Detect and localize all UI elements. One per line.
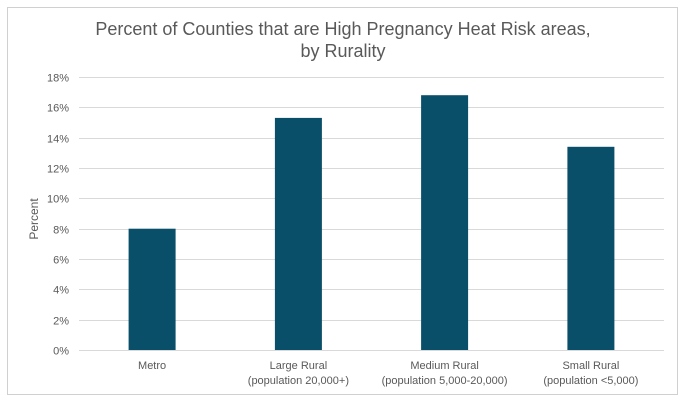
y-tick-label: 8% <box>53 225 69 237</box>
bar <box>421 95 469 350</box>
y-tick-label: 2% <box>53 316 69 328</box>
gridlines <box>79 77 664 351</box>
y-tick-label: 14% <box>47 134 69 146</box>
y-tick-label: 18% <box>47 73 69 85</box>
y-tick-label: 6% <box>53 255 69 267</box>
y-tick-label: 4% <box>53 285 69 297</box>
chart-title: Percent of Counties that are High Pregna… <box>0 18 686 62</box>
y-tick-label: 16% <box>47 103 69 115</box>
x-tick-label: Medium Rural <box>410 360 478 372</box>
x-tick-label: (population 20,000+) <box>248 375 349 387</box>
y-tick-label: 10% <box>47 194 69 206</box>
bar <box>128 228 176 350</box>
x-tick-label: (population <5,000) <box>543 375 638 387</box>
chart-title-line-2: by Rurality <box>300 41 386 61</box>
x-tick-label: Large Rural <box>270 360 327 372</box>
x-axis-ticks: Metro Large Rural (population 20,000+) Medi… <box>138 360 638 387</box>
x-tick-label: Small Rural <box>562 360 619 372</box>
y-axis-ticks: 0% 2% 4% 6% 8% 10% 12% 14% 16% 18% <box>47 73 69 358</box>
x-tick-label: Metro <box>138 360 166 372</box>
chart-title-line-1: Percent of Counties that are High Pregna… <box>95 19 591 39</box>
bar <box>274 117 322 351</box>
bars <box>128 95 615 351</box>
chart-frame <box>7 7 678 395</box>
y-axis-label: Percent <box>27 198 41 240</box>
y-tick-label: 12% <box>47 164 69 176</box>
x-tick-label: (population 5,000-20,000) <box>382 375 508 387</box>
bar <box>567 146 615 350</box>
y-tick-label: 0% <box>53 346 69 358</box>
